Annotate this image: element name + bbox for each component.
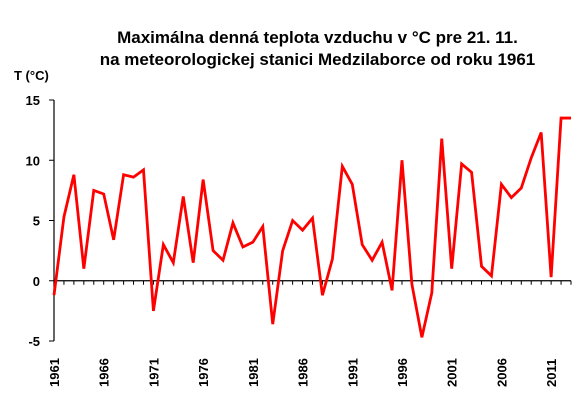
x-tick-label: 2006 (494, 358, 509, 387)
x-tick-label: 1981 (246, 358, 261, 387)
chart-title: Maximálna denná teplota vzduchu v °C pre… (117, 28, 518, 47)
y-tick-label: 15 (26, 93, 40, 108)
x-tick-label: 2011 (544, 359, 559, 387)
y-tick-label: 10 (26, 153, 40, 168)
series-line (52, 116, 571, 338)
x-tick-label: 1976 (196, 358, 211, 387)
y-tick-label: 0 (33, 274, 40, 289)
x-tick-label: 1991 (345, 358, 360, 387)
x-tick-label: 1961 (47, 358, 62, 387)
series-group (52, 116, 571, 338)
x-tick-label: 1966 (97, 358, 112, 387)
x-ticks: 1961 1966 1971 1976 1981 1986 1991 1996 2001 2006… (47, 280, 572, 387)
y-tick-label: 5 (33, 214, 40, 229)
chart-subtitle: na meteorologickej stanici Medzilaborce … (99, 50, 536, 69)
x-tick-label: 2001 (445, 358, 460, 387)
x-tick-label: 1996 (395, 358, 410, 387)
y-axis-label: T (°C) (14, 68, 49, 83)
x-tick-label: 1971 (146, 358, 161, 387)
y-ticks: -5 0 5 10 15 (26, 93, 54, 349)
y-tick-label: -5 (28, 334, 40, 349)
x-tick-label: 1986 (296, 358, 311, 387)
